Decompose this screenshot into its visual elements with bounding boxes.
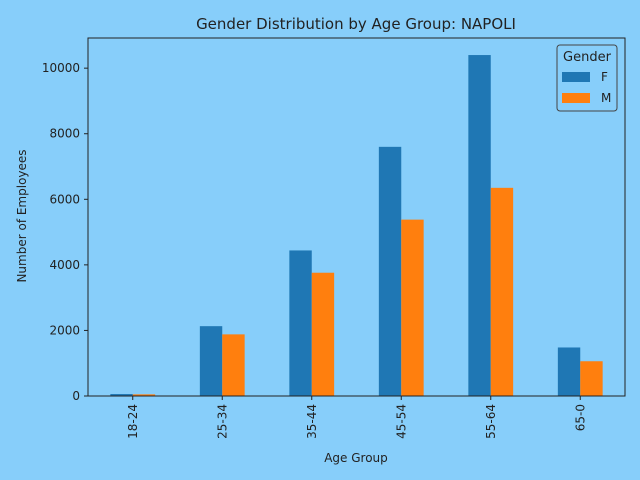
legend-label-F: F	[601, 70, 608, 84]
bar-M-55-64	[490, 187, 514, 396]
y-axis: 0 2000 4000 6000 8000 10000	[42, 61, 88, 403]
bar-M-18-24	[132, 394, 156, 396]
chart-title: Gender Distribution by Age Group: NAPOLI	[196, 15, 516, 33]
bar-M-45-54	[401, 219, 424, 396]
legend-items: FM	[562, 70, 611, 105]
bars-layer	[110, 55, 603, 397]
legend-swatch-M	[562, 93, 590, 103]
y-tick-label: 2000	[49, 323, 80, 337]
y-tick-label: 10000	[42, 61, 80, 75]
x-axis-label: Age Group	[324, 451, 388, 465]
x-tick-label: 45-54	[394, 404, 408, 439]
plot-frame	[87, 37, 626, 397]
y-tick-label: 8000	[49, 127, 80, 141]
bar-F-45-54	[378, 146, 402, 396]
plot-area	[88, 38, 625, 396]
legend-swatch-F	[562, 72, 590, 82]
bar-M-35-44	[311, 272, 335, 396]
legend-title: Gender	[563, 50, 612, 65]
y-tick-label: 0	[72, 389, 80, 403]
x-tick-label: 65-0	[573, 404, 587, 431]
bar-F-65-0	[557, 347, 581, 396]
x-tick-label: 35-44	[305, 404, 319, 439]
bar-F-55-64	[468, 55, 491, 397]
bar-M-25-34	[222, 334, 245, 396]
x-tick-label: 25-34	[215, 404, 229, 439]
y-axis-label: Number of Employees	[15, 149, 29, 282]
x-tick-label: 18-24	[126, 404, 140, 439]
y-tick-label: 4000	[49, 258, 80, 272]
y-tick-label: 6000	[49, 192, 80, 206]
x-tick-label: 55-64	[484, 404, 498, 439]
bar-F-35-44	[289, 250, 312, 396]
legend-label-M: M	[601, 91, 611, 105]
bar-F-18-24	[110, 394, 133, 396]
legend: Gender FM	[556, 44, 618, 112]
bar-F-25-34	[199, 326, 223, 396]
bar-M-65-0	[580, 361, 603, 396]
x-axis: 18-24 25-34 35-44 45-54 55-64 65-0	[126, 396, 587, 439]
